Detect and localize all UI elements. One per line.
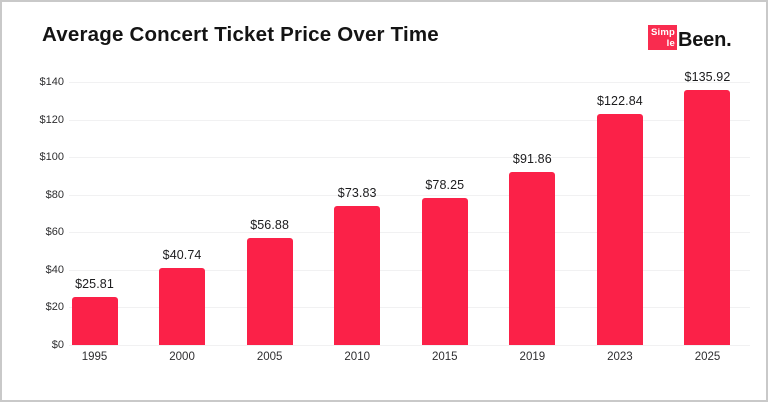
x-tick-label: 2015 [431,351,458,363]
bar-2019 [509,172,556,345]
bar-value-label: $78.25 [425,178,465,192]
bar-2023 [596,114,643,345]
logo-box-line1: Simp [650,26,675,38]
bar-value-label: $56.88 [250,218,290,233]
gridline [69,157,750,159]
simplebeen-logo: Simp le Been. [648,25,732,51]
y-tick-label: $40 [45,263,64,276]
bar-2005 [246,238,293,345]
x-tick-label: 2000 [169,351,195,363]
bar-value-label: $122.84 [596,94,643,109]
bar-2000 [159,268,206,345]
y-tick-label: $60 [45,226,64,239]
gridline [69,345,750,346]
gridline [69,119,750,121]
x-tick-label: 2010 [344,351,370,363]
bar-value-label: $25.81 [75,276,114,291]
y-tick-label: $0 [51,339,64,351]
bar-1995 [71,296,118,345]
bar-value-label: $135.92 [684,69,731,84]
bar-value-label: $40.74 [162,248,202,263]
logo-box-line2: le [666,37,675,49]
bar-value-label: $91.86 [512,152,552,167]
y-tick-label: $100 [39,151,64,164]
x-tick-label: 2023 [607,351,633,363]
x-tick-label: 2005 [256,351,283,363]
gridline [69,269,750,271]
gridline [69,194,750,196]
x-tick-label: 2019 [519,351,546,363]
y-tick-label: $20 [45,301,64,314]
bar-value-label: $73.83 [337,186,377,201]
x-tick-label: 2025 [694,351,721,363]
chart-title: Average Concert Ticket Price Over Time [42,23,439,46]
bar-2025 [684,89,731,345]
bar-2015 [421,198,468,345]
logo-suffix-text: Been. [678,29,732,51]
y-tick-label: $80 [45,188,64,201]
gridline [69,307,750,309]
gridline [69,82,750,83]
logo-red-box: Simp le [648,25,677,50]
x-tick-label: 1995 [81,351,108,363]
y-tick-label: $120 [39,113,64,126]
bar-2010 [334,206,381,345]
y-tick-label: $140 [39,76,64,88]
gridline [69,232,750,234]
